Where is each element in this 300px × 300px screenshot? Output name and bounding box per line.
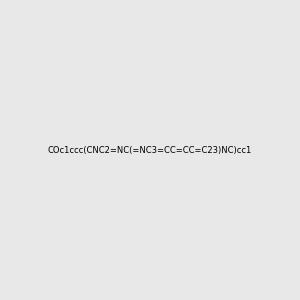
Text: COc1ccc(CNC2=NC(=NC3=CC=CC=C23)NC)cc1: COc1ccc(CNC2=NC(=NC3=CC=CC=C23)NC)cc1: [48, 146, 252, 154]
